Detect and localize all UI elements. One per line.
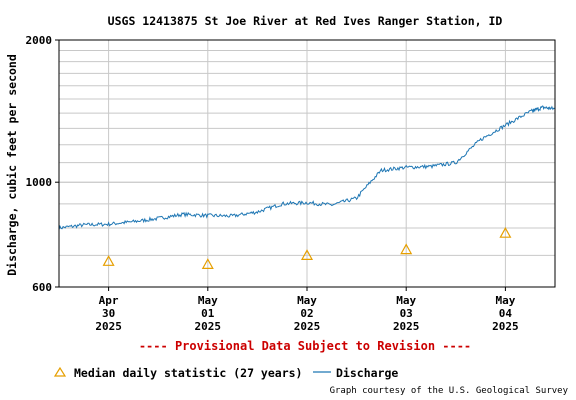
x-tick-label: 04 [499, 307, 513, 320]
x-tick-label: 01 [201, 307, 215, 320]
grid-lines [59, 39, 555, 288]
median-marker [400, 243, 413, 255]
discharge-line [58, 105, 556, 230]
chart-title: USGS 12413875 St Joe River at Red Ives R… [108, 14, 503, 28]
x-tick-label: Apr [99, 294, 119, 307]
y-axis-label: Discharge, cubic feet per second [5, 54, 19, 276]
legend-median-marker [53, 366, 67, 377]
median-series [102, 226, 512, 269]
x-tick-label: May [495, 294, 515, 307]
discharge-series [58, 105, 556, 230]
x-tick-label: 30 [102, 307, 115, 320]
x-tick-labels: Apr302025May012025May022025May032025May0… [95, 287, 519, 333]
x-tick-label: May [297, 294, 317, 307]
x-tick-label: 02 [300, 307, 313, 320]
median-marker [300, 249, 314, 260]
x-tick-label: May [396, 294, 416, 307]
provisional-notice: ---- Provisional Data Subject to Revisio… [139, 339, 471, 353]
legend-discharge-label: Discharge [336, 366, 398, 380]
legend-median-label: Median daily statistic (27 years) [74, 366, 302, 380]
x-tick-label: 03 [400, 307, 413, 320]
median-marker [102, 255, 115, 266]
median-marker [201, 258, 214, 269]
x-tick-label: 2025 [95, 320, 122, 333]
y-tick-label: 2000 [26, 34, 53, 47]
median-marker [499, 226, 512, 238]
legend: Median daily statistic (27 years) Discha… [53, 366, 398, 380]
y-tick-label: 600 [32, 281, 52, 294]
x-tick-label: 2025 [195, 320, 222, 333]
y-tick-labels: 600 1000 2000 [26, 34, 59, 294]
x-tick-label: May [198, 294, 218, 307]
x-tick-label: 2025 [492, 320, 519, 333]
plot-frame [58, 39, 556, 288]
x-tick-label: 2025 [393, 320, 420, 333]
x-tick-label: 2025 [294, 320, 321, 333]
credit-text: Graph courtesy of the U.S. Geological Su… [330, 386, 569, 396]
y-tick-label: 1000 [26, 176, 53, 189]
